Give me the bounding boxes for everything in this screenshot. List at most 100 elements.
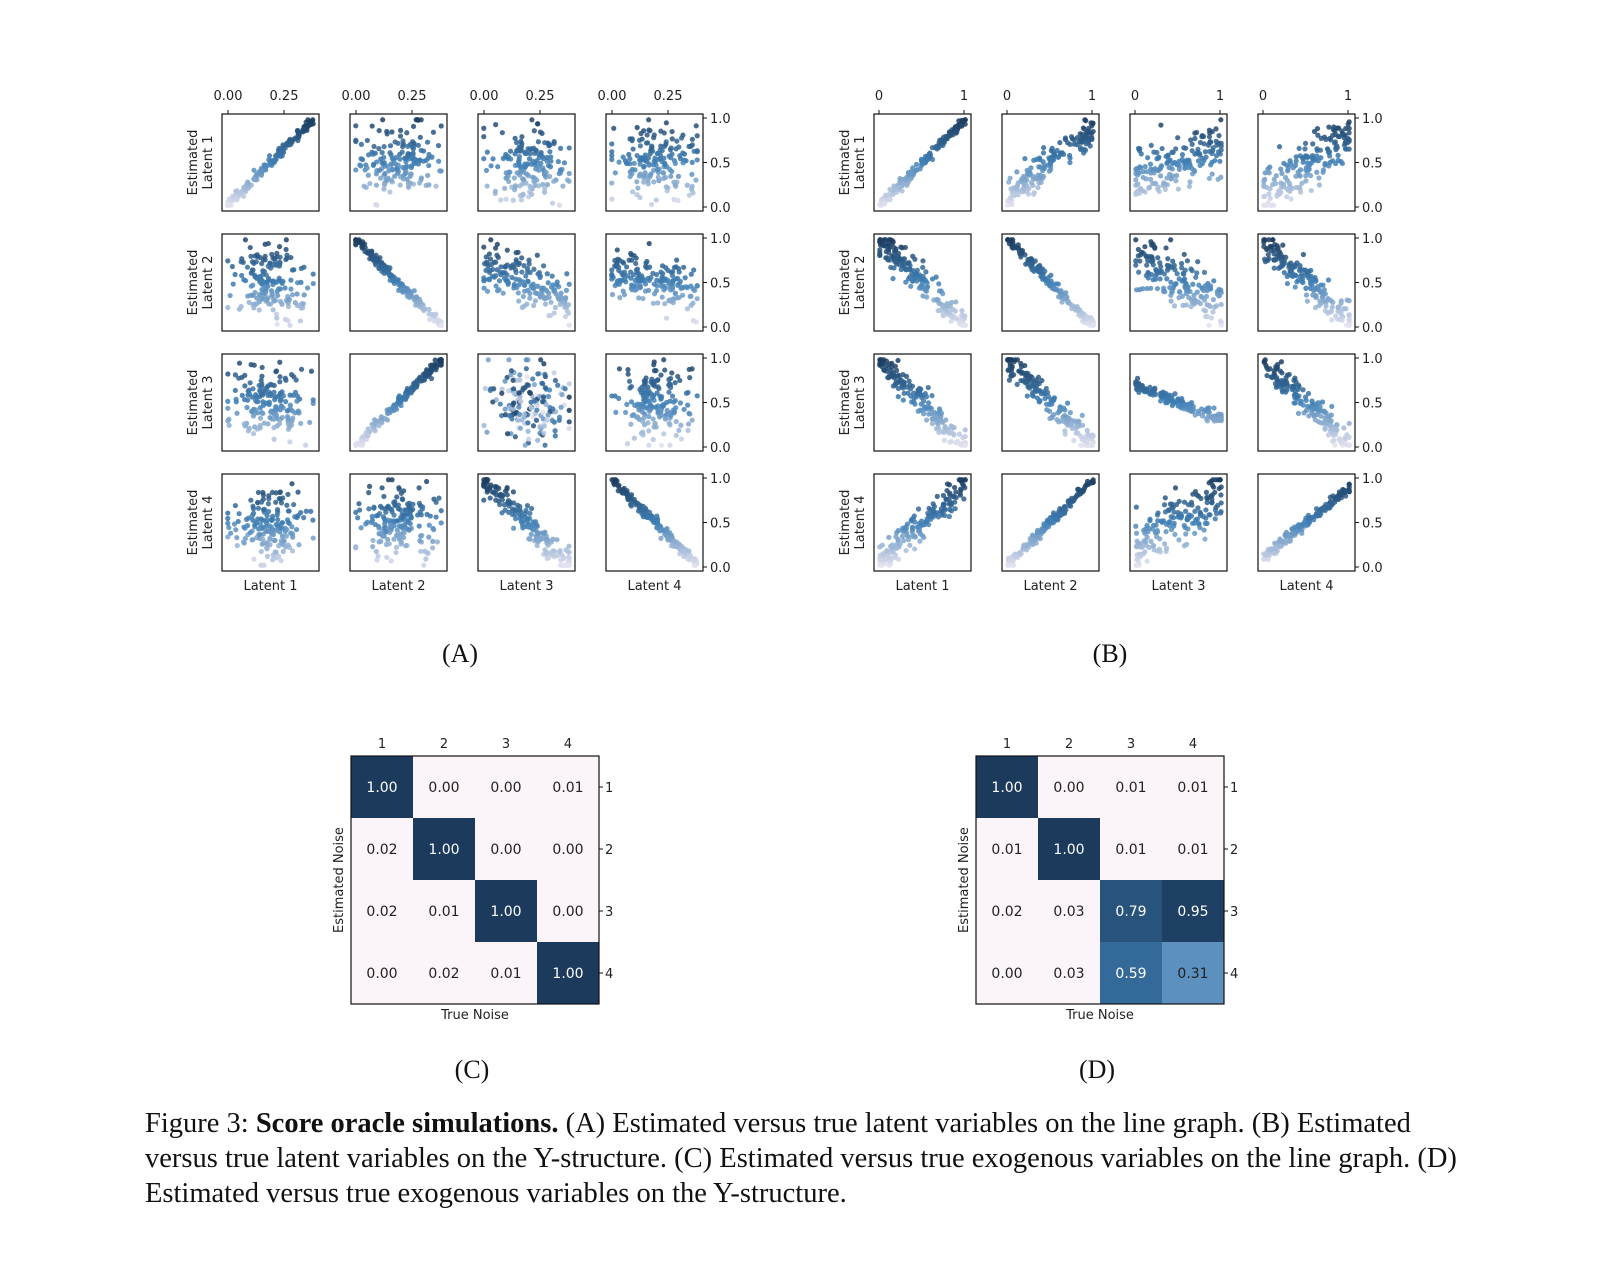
- scatter-point: [277, 359, 283, 365]
- scatter-point: [280, 542, 286, 548]
- scatter-point: [1074, 423, 1080, 429]
- scatter-point: [516, 411, 523, 417]
- scatter-point: [422, 548, 428, 554]
- scatter-point: [285, 142, 292, 148]
- scatter-point: [652, 383, 658, 389]
- scatter-point: [1330, 158, 1336, 164]
- scatter-point: [1329, 403, 1335, 410]
- scatter-point: [1024, 167, 1030, 173]
- scatter-point: [251, 362, 257, 368]
- scatter-point: [929, 421, 935, 427]
- scatter-point: [438, 520, 444, 526]
- scatter-point: [426, 182, 432, 188]
- scatter-point: [241, 524, 247, 530]
- scatter-point: [924, 280, 930, 286]
- scatter-point: [252, 272, 258, 278]
- scatter-point: [274, 315, 280, 321]
- scatter-point: [539, 380, 545, 386]
- scatter-point: [288, 286, 294, 292]
- scatter-point: [529, 117, 535, 123]
- scatter-point: [1179, 152, 1186, 158]
- b-subplot: [1001, 353, 1100, 452]
- scatter-point: [436, 495, 442, 501]
- scatter-point: [527, 269, 533, 276]
- scatter-point: [371, 426, 378, 432]
- scatter-point: [1134, 383, 1140, 389]
- top-tick-label: 1: [1088, 89, 1096, 104]
- scatter-point: [358, 525, 364, 531]
- scatter-point: [1005, 357, 1011, 363]
- scatter-point: [366, 483, 373, 489]
- scatter-point: [258, 516, 264, 522]
- scatter-point: [506, 169, 512, 175]
- scatter-point: [512, 162, 518, 169]
- scatter-point: [1161, 285, 1167, 291]
- scatter-point: [1022, 156, 1028, 162]
- scatter-point: [662, 301, 668, 307]
- scatter-point: [418, 512, 424, 518]
- b-subplot: [1257, 233, 1356, 332]
- scatter-point: [546, 313, 552, 319]
- scatter-point: [310, 271, 316, 277]
- a-subplot: [221, 473, 320, 572]
- scatter-point: [1217, 158, 1223, 164]
- scatter-point: [526, 257, 532, 263]
- scatter-point: [498, 264, 504, 270]
- scatter-point: [288, 277, 294, 283]
- scatter-point: [1303, 285, 1309, 291]
- scatter-point: [1035, 184, 1041, 191]
- scatter-point: [229, 263, 235, 270]
- scatter-point: [667, 166, 673, 173]
- scatter-point: [1261, 237, 1267, 243]
- scatter-point: [1138, 151, 1144, 157]
- scatter-point: [879, 200, 885, 206]
- scatter-point: [225, 515, 231, 522]
- scatter-point: [288, 254, 294, 261]
- scatter-point: [1175, 135, 1181, 141]
- scatter-point: [652, 516, 658, 523]
- scatter-point: [258, 548, 264, 555]
- scatter-point: [1189, 141, 1195, 147]
- scatter-point: [306, 122, 313, 128]
- scatter-point: [651, 368, 658, 374]
- scatter-point: [1038, 179, 1044, 185]
- scatter-point: [1181, 251, 1187, 258]
- scatter-point: [242, 383, 248, 389]
- scatter-point: [1320, 290, 1327, 296]
- scatter-point: [1046, 168, 1052, 174]
- right-tick-label: 0.5: [710, 517, 731, 532]
- scatter-point: [1266, 170, 1272, 176]
- scatter-point: [388, 558, 394, 564]
- scatter-point: [408, 164, 414, 171]
- scatter-point: [225, 418, 231, 424]
- scatter-point: [552, 433, 558, 439]
- scatter-point: [240, 259, 246, 265]
- scatter-point: [1173, 178, 1179, 184]
- scatter-point: [393, 406, 400, 412]
- scatter-point: [932, 416, 938, 422]
- scatter-point: [556, 414, 563, 420]
- scatter-point: [421, 377, 428, 383]
- scatter-point: [947, 309, 953, 316]
- scatter-point: [659, 394, 665, 400]
- scatter-point: [689, 171, 695, 178]
- scatter-point: [301, 292, 307, 298]
- scatter-point: [259, 364, 265, 371]
- scatter-point: [641, 382, 647, 388]
- right-tick-label: 1.0: [1362, 232, 1383, 247]
- scatter-point: [562, 313, 569, 320]
- scatter-point: [266, 153, 273, 159]
- scatter-point: [686, 366, 692, 373]
- b-subplot: [1129, 353, 1228, 452]
- scatter-point: [551, 370, 557, 376]
- scatter-point: [1133, 237, 1139, 243]
- scatter-point: [930, 501, 936, 507]
- scatter-point: [493, 259, 499, 265]
- scatter-point: [1209, 171, 1215, 177]
- scatter-point: [234, 534, 240, 541]
- scatter-point: [1054, 287, 1060, 293]
- scatter-point: [280, 495, 286, 501]
- scatter-point: [547, 149, 553, 155]
- scatter-point: [658, 372, 664, 378]
- scatter-point: [271, 436, 277, 442]
